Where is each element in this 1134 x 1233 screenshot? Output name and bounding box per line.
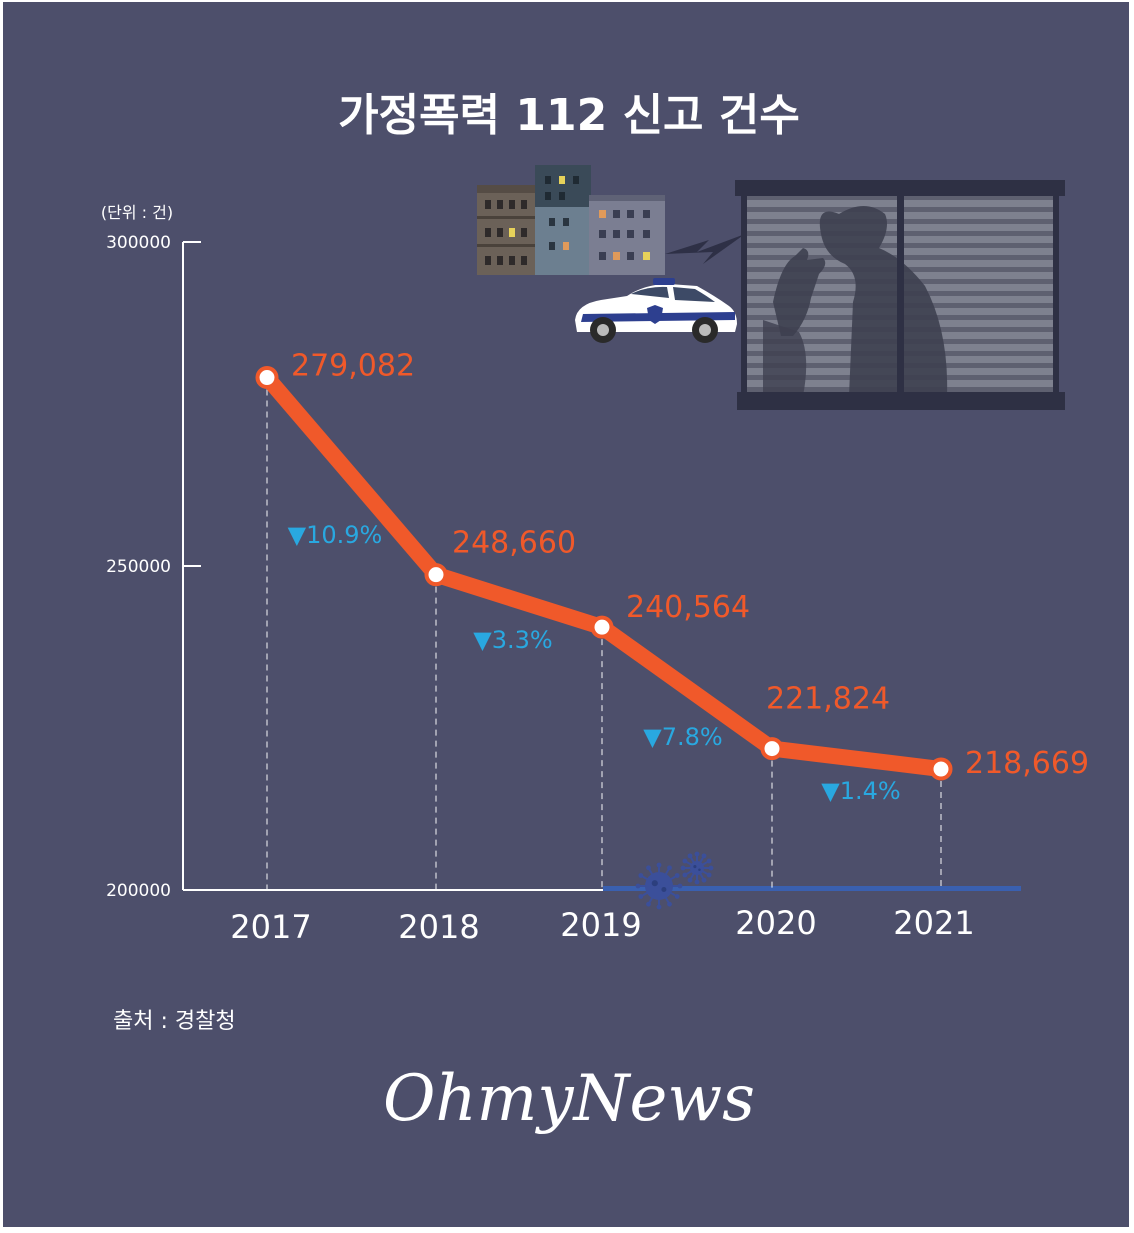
x-tick-label: 2021 — [893, 904, 974, 942]
y-tick-label: 300000 — [106, 233, 171, 253]
change-label: ▼1.4% — [821, 777, 900, 805]
x-tick-label: 2017 — [230, 908, 311, 946]
data-point — [424, 563, 448, 587]
x-tick-label: 2020 — [735, 904, 816, 942]
data-point — [255, 366, 279, 390]
value-label: 221,824 — [766, 682, 890, 717]
drop-lines — [266, 389, 942, 890]
building-icon — [477, 165, 665, 275]
police-car-icon — [575, 278, 737, 343]
y-tick-label: 250000 — [106, 557, 171, 577]
value-label: 279,082 — [291, 349, 415, 384]
x-axis-tick-labels: 2017 2018 2019 2020 2021 — [230, 904, 974, 946]
change-label: ▼7.8% — [643, 723, 722, 751]
x-tick-label: 2019 — [560, 906, 641, 944]
covid-period-band — [603, 886, 1021, 891]
unit-label: (단위 : 건) — [101, 203, 173, 222]
window-silhouette-icon — [735, 180, 1065, 410]
chart-title: 가정폭력 112 신고 건수 — [338, 90, 800, 141]
chart-svg: 가정폭력 112 신고 건수 — [3, 2, 1129, 1227]
data-markers — [255, 366, 953, 781]
virus-icon — [635, 851, 714, 910]
value-labels: 279,082 248,660 240,564 221,824 218,669 — [291, 349, 1089, 781]
y-axis-ticks: 300000 250000 200000 — [106, 233, 201, 901]
data-point — [590, 615, 614, 639]
change-label: ▼3.3% — [473, 626, 552, 654]
signal-bolt-icon — [665, 234, 745, 264]
value-label: 218,669 — [965, 746, 1089, 781]
value-label: 248,660 — [452, 526, 576, 561]
y-tick-label: 200000 — [106, 881, 171, 901]
data-point — [929, 757, 953, 781]
source-note: 출처 : 경찰청 — [113, 1009, 236, 1034]
x-tick-label: 2018 — [398, 908, 479, 946]
infographic: 가정폭력 112 신고 건수 — [3, 2, 1129, 1227]
change-labels: ▼10.9% ▼3.3% ▼7.8% ▼1.4% — [288, 521, 901, 805]
change-label: ▼10.9% — [288, 521, 383, 549]
value-label: 240,564 — [626, 590, 750, 625]
data-point — [760, 737, 784, 761]
ohmynews-logo: OhmyNews — [383, 1062, 755, 1136]
